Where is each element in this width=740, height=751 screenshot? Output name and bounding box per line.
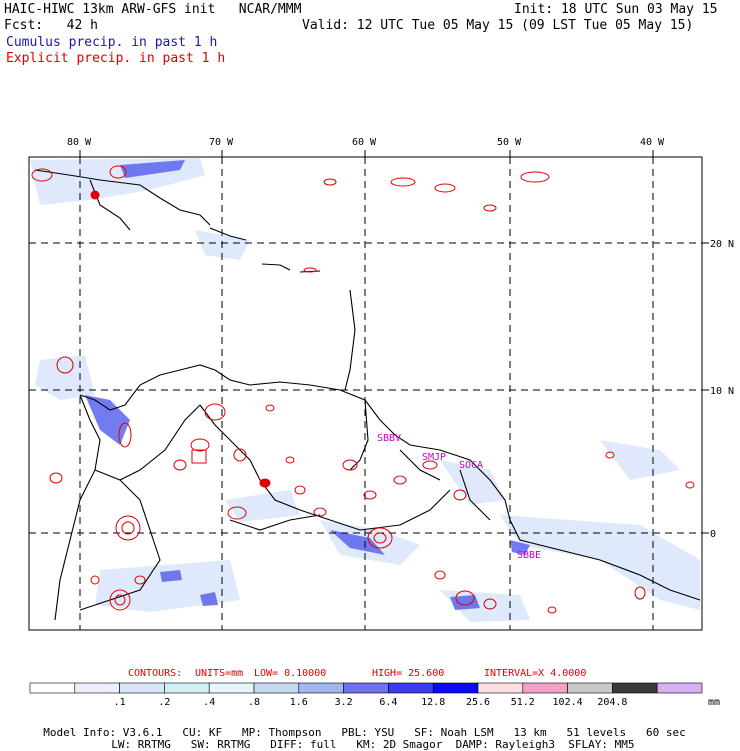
colorbar-swatch-2	[119, 682, 165, 694]
colorbar-swatch-13	[612, 682, 658, 694]
colorbar-swatch-10	[477, 682, 524, 694]
model-version: Model Info: V3.6.1	[43, 726, 163, 739]
colorbar-tick-6: 6.4	[379, 697, 397, 708]
lon-label-70w: 70 W	[209, 137, 234, 148]
colorbar-tick-2: .4	[203, 697, 215, 708]
model-info-line-2: LW: RRTMG SW: RRTMG DIFF: full KM: 2D Sm…	[98, 725, 634, 751]
colorbar-tick-1: .2	[158, 697, 170, 708]
colorbar-tick-8: 25.6	[466, 697, 490, 708]
plot-title: HAIC-HIWC 13km ARW-GFS init NCAR/MMM	[4, 2, 302, 17]
lon-label-80w: 80 W	[67, 137, 92, 148]
colorbar-swatch-6	[298, 682, 344, 694]
station-label-4: SBBE	[517, 550, 541, 561]
grid-spacing: 13 km	[513, 726, 547, 739]
colorbar-swatch-12	[567, 682, 613, 694]
colorbar-tick-7: 12.8	[421, 697, 445, 708]
init-time: Init: 18 UTC Sun 03 May 15	[514, 2, 718, 17]
colorbar-tick-4: 1.6	[290, 697, 308, 708]
colorbar-tick-10: 102.4	[553, 697, 583, 708]
cumulus-legend: Cumulus precip. in past 1 h	[6, 35, 218, 50]
colorbar-unit: mm	[708, 697, 720, 708]
lon-label-50w: 50 W	[497, 137, 522, 148]
station-label-2: SMJP	[422, 452, 446, 463]
colorbar-swatch-9	[432, 682, 479, 694]
colorbar: .1 .2 .4 .8 1.6 3.2 6.4 12.8 25.6 51.2 102.4 204.8	[29, 682, 703, 708]
colorbar-swatch-0	[29, 682, 76, 694]
contour-info-low: LOW= 0.10000	[254, 668, 326, 679]
mp-scheme: MP: Thompson	[241, 726, 322, 739]
colorbar-swatch-8	[388, 682, 434, 694]
vertical-levels: 51 levels	[566, 726, 627, 739]
cu-scheme: CU: KF	[182, 726, 223, 739]
colorbar-tick-11: 204.8	[597, 697, 627, 708]
lat-lon-grid	[29, 157, 702, 630]
lat-label-10n: 10 N	[710, 386, 734, 397]
station-label-3: SOCA	[459, 460, 483, 471]
valid-time: Valid: 12 UTC Tue 05 May 15 (09 LST Tue …	[302, 18, 694, 33]
axis-ticks	[79, 150, 709, 534]
colorbar-swatch-7	[343, 682, 389, 694]
contour-info-units: UNITS=mm	[195, 668, 243, 679]
colorbar-tick-9: 51.2	[511, 697, 535, 708]
colorbar-tick-0: .1	[114, 697, 126, 708]
colorbar-swatch-11	[522, 682, 568, 694]
station-label-1: SBBV	[377, 433, 401, 444]
contour-info-interval: INTERVAL=X 4.0000	[484, 668, 586, 679]
pbl-scheme: PBL: YSU	[341, 726, 395, 739]
lat-label-20n: 20 N	[710, 239, 734, 250]
colorbar-swatch-14	[656, 682, 703, 694]
lat-label-0: 0	[710, 529, 716, 540]
contour-info-prefix: CONTOURS:	[128, 668, 182, 679]
time-step: 60 sec	[646, 726, 686, 739]
lon-label-40w: 40 W	[640, 137, 665, 148]
model-info-line-1: Model Info: V3.6.1 CU: KF MP: Thompson P…	[30, 713, 686, 739]
explicit-legend: Explicit precip. in past 1 h	[6, 51, 226, 66]
colorbar-swatch-5	[253, 682, 300, 694]
lon-label-60w: 60 W	[352, 137, 377, 148]
colorbar-swatch-4	[208, 682, 255, 694]
contour-info-high: HIGH= 25.600	[372, 668, 444, 679]
colorbar-swatch-3	[164, 682, 210, 694]
contour-info: CONTOURS: UNITS=mm LOW= 0.10000 HIGH= 25…	[128, 668, 586, 679]
colorbar-swatch-1	[74, 682, 120, 694]
colorbar-tick-3: .8	[248, 697, 260, 708]
contour-label-box	[191, 449, 207, 464]
sf-scheme: SF: Noah LSM	[414, 726, 494, 739]
colorbar-tick-5: 3.2	[335, 697, 353, 708]
explicit-precip-contours	[31, 165, 695, 614]
forecast-hour: Fcst: 42 h	[4, 18, 98, 33]
